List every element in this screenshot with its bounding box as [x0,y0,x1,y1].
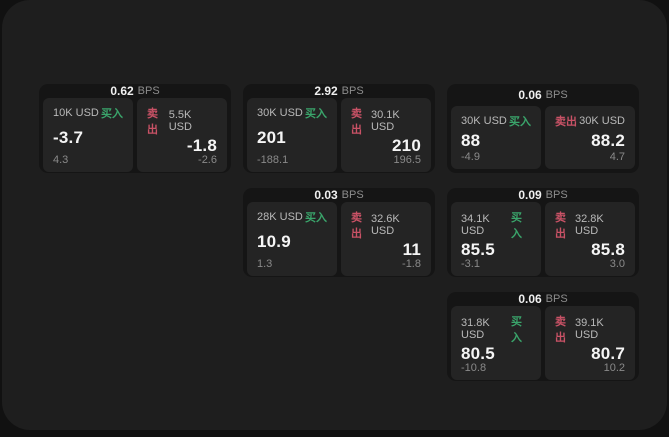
sell-price-value: -1.8 [186,136,217,155]
buy-quote-tile[interactable]: 30K USD 买入 201 -188.1 [247,98,337,172]
sell-change-value: 3.0 [609,258,625,270]
sell-side-label: 卖出 [351,212,362,240]
buy-change-value: -3.1 [461,258,480,270]
sell-amount-label: 30.1K USD [370,109,400,133]
bps-value: 0.09 [518,188,542,202]
sell-quote-tile[interactable]: 卖出 39.1K USD 80.7 10.2 [545,306,635,380]
bps-unit-label: BPS [137,85,160,97]
bps-value: 0.06 [518,292,542,306]
sell-side-label: 卖出 [555,316,566,344]
quote-card: 0.62 BPS 10K USD 买入 -3.7 4.3 卖出 5.5K USD [39,84,231,173]
buy-quote-tile[interactable]: 10K USD 买入 -3.7 4.3 [43,98,133,172]
buy-side-label: 买入 [511,212,523,240]
buy-side-label: 买入 [509,116,531,128]
buy-price-value: 85.5 [461,240,495,259]
quote-card: 0.06 BPS 31.8K USD 买入 80.5 -10.8 卖出 39.1… [447,292,639,381]
sell-quote-tile[interactable]: 卖出 5.5K USD -1.8 -2.6 [137,98,227,172]
sell-amount-label: 32.6K USD [370,213,400,237]
buy-change-value: -10.8 [461,362,487,374]
buy-side-label: 买入 [511,316,523,344]
buy-price-value: 88 [461,130,481,150]
bps-unit-label: BPS [341,85,364,97]
buy-amount-label: 34.1K USD [461,213,490,237]
sell-quote-tile[interactable]: 卖出 30.1K USD 210 196.5 [341,98,431,172]
buy-change-value: -188.1 [257,154,289,166]
sell-quote-tile[interactable]: 卖出 30K USD 88.2 4.7 [545,106,635,169]
bps-header: 0.62 BPS [43,84,227,98]
bps-header: 0.06 BPS [451,84,635,106]
quote-card: 0.09 BPS 34.1K USD 买入 85.5 -3.1 卖出 32.8K… [447,188,639,277]
sell-change-value: -2.6 [198,154,217,166]
quote-cards-grid: 0.62 BPS 10K USD 买入 -3.7 4.3 卖出 5.5K USD [39,84,639,381]
sell-change-value: -1.8 [402,258,421,270]
buy-quote-tile[interactable]: 30K USD 买入 88 -4.9 [451,106,541,169]
buy-amount-label: 28K USD [257,211,303,223]
buy-price-value: 201 [257,128,286,147]
sell-change-value: 4.7 [609,151,625,163]
bps-header: 0.03 BPS [247,188,431,202]
buy-quote-tile[interactable]: 31.8K USD 买入 80.5 -10.8 [451,306,541,380]
buy-change-value: 4.3 [53,154,69,166]
sell-side-label: 卖出 [147,108,158,136]
quotes-panel: 0.62 BPS 10K USD 买入 -3.7 4.3 卖出 5.5K USD [2,0,667,430]
sell-change-value: 10.2 [603,362,625,374]
bps-value: 0.62 [110,84,134,98]
buy-price-value: 10.9 [257,232,291,251]
buy-quote-tile[interactable]: 28K USD 买入 10.9 1.3 [247,202,337,276]
buy-amount-label: 30K USD [461,115,507,127]
sell-amount-label: 39.1K USD [574,317,604,341]
bps-value: 0.06 [518,88,542,102]
bps-header: 0.09 BPS [451,188,635,202]
bps-header: 0.06 BPS [451,292,635,306]
bps-unit-label: BPS [545,89,568,101]
buy-price-value: 80.5 [461,344,495,363]
buy-change-value: 1.3 [257,258,273,270]
sell-price-value: 11 [402,240,421,259]
quote-card: 0.06 BPS 30K USD 买入 88 -4.9 卖出 30K USD [447,84,639,173]
buy-side-label: 买入 [305,108,327,120]
bps-unit-label: BPS [545,189,568,201]
bps-value: 0.03 [314,188,338,202]
sell-quote-tile[interactable]: 卖出 32.8K USD 85.8 3.0 [545,202,635,276]
sell-side-label: 卖出 [351,108,362,136]
sell-price-value: 210 [392,136,421,155]
sell-amount-label: 32.8K USD [574,213,604,237]
buy-amount-label: 10K USD [53,107,99,119]
sell-price-value: 85.8 [591,240,625,259]
sell-price-value: 80.7 [591,344,625,363]
sell-quote-tile[interactable]: 卖出 32.6K USD 11 -1.8 [341,202,431,276]
sell-price-value: 88.2 [591,130,625,150]
quote-card: 2.92 BPS 30K USD 买入 201 -188.1 卖出 30.1K … [243,84,435,173]
buy-amount-label: 30K USD [257,107,303,119]
buy-side-label: 买入 [305,212,327,224]
buy-amount-label: 31.8K USD [461,317,490,341]
quote-card: 0.03 BPS 28K USD 买入 10.9 1.3 卖出 32.6K US… [243,188,435,277]
sell-side-label: 卖出 [555,116,577,128]
sell-amount-label: 30K USD [579,115,625,127]
buy-change-value: -4.9 [461,151,480,163]
bps-unit-label: BPS [341,189,364,201]
buy-side-label: 买入 [101,108,123,120]
bps-unit-label: BPS [545,293,568,305]
sell-change-value: 196.5 [393,154,421,166]
buy-price-value: -3.7 [53,128,84,147]
buy-quote-tile[interactable]: 34.1K USD 买入 85.5 -3.1 [451,202,541,276]
sell-amount-label: 5.5K USD [168,109,192,133]
bps-header: 2.92 BPS [247,84,431,98]
bps-value: 2.92 [314,84,338,98]
sell-side-label: 卖出 [555,212,566,240]
